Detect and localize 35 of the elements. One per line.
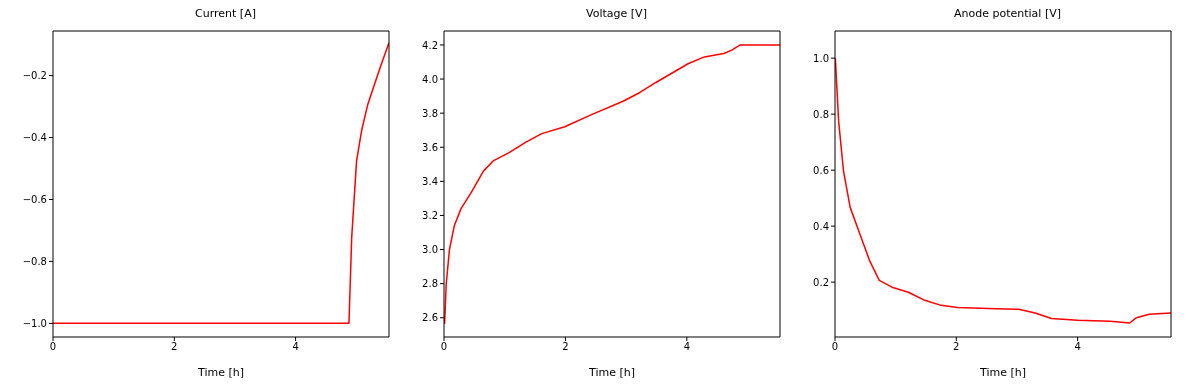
y-tick-label: 3.4 [422,175,438,187]
y-tick-label: 3.8 [422,107,438,119]
x-axis-title: Time [h] [979,366,1026,379]
chart-title: Voltage [V] [585,7,648,20]
y-tick-label: 3.6 [422,141,438,153]
y-tick-label: 3.2 [422,210,438,221]
line-series [53,42,389,325]
y-tick-label: 2.8 [422,278,438,290]
x-tick-label: 4 [292,341,299,353]
x-tick-label: 2 [953,341,960,353]
y-tick-label: 0.6 [813,164,829,176]
y-tick-label: −0.8 [22,255,47,267]
y-tick-label: 0.2 [813,276,829,288]
y-tick-label: −0.4 [22,132,47,144]
chart-title: Anode potential [V] [953,7,1062,20]
y-tick-label: 0.8 [813,108,829,120]
x-tick-label: 4 [1074,341,1081,353]
y-tick-label: 3.0 [422,244,438,256]
y-tick-label: 1.0 [813,52,829,64]
y-tick-label: 4.2 [422,39,438,51]
y-tick-label: 0.4 [813,220,829,232]
y-tick-label: 2.6 [422,312,438,324]
y-tick-label: −1.0 [22,317,47,329]
chart-title: Current [A] [194,7,257,20]
x-tick-label: 4 [683,341,691,353]
x-tick-label: 2 [171,341,178,353]
x-axis-title: Time [h] [588,366,635,379]
y-tick-label: −0.6 [22,194,47,206]
y-tick-label: 4.0 [422,73,438,85]
x-tick-label: 0 [440,341,448,353]
x-tick-label: 0 [831,341,839,353]
y-tick-label: −0.2 [22,70,47,82]
x-tick-label: 0 [49,341,57,353]
x-axis-title: Time [h] [197,366,244,379]
x-tick-label: 2 [562,341,569,353]
